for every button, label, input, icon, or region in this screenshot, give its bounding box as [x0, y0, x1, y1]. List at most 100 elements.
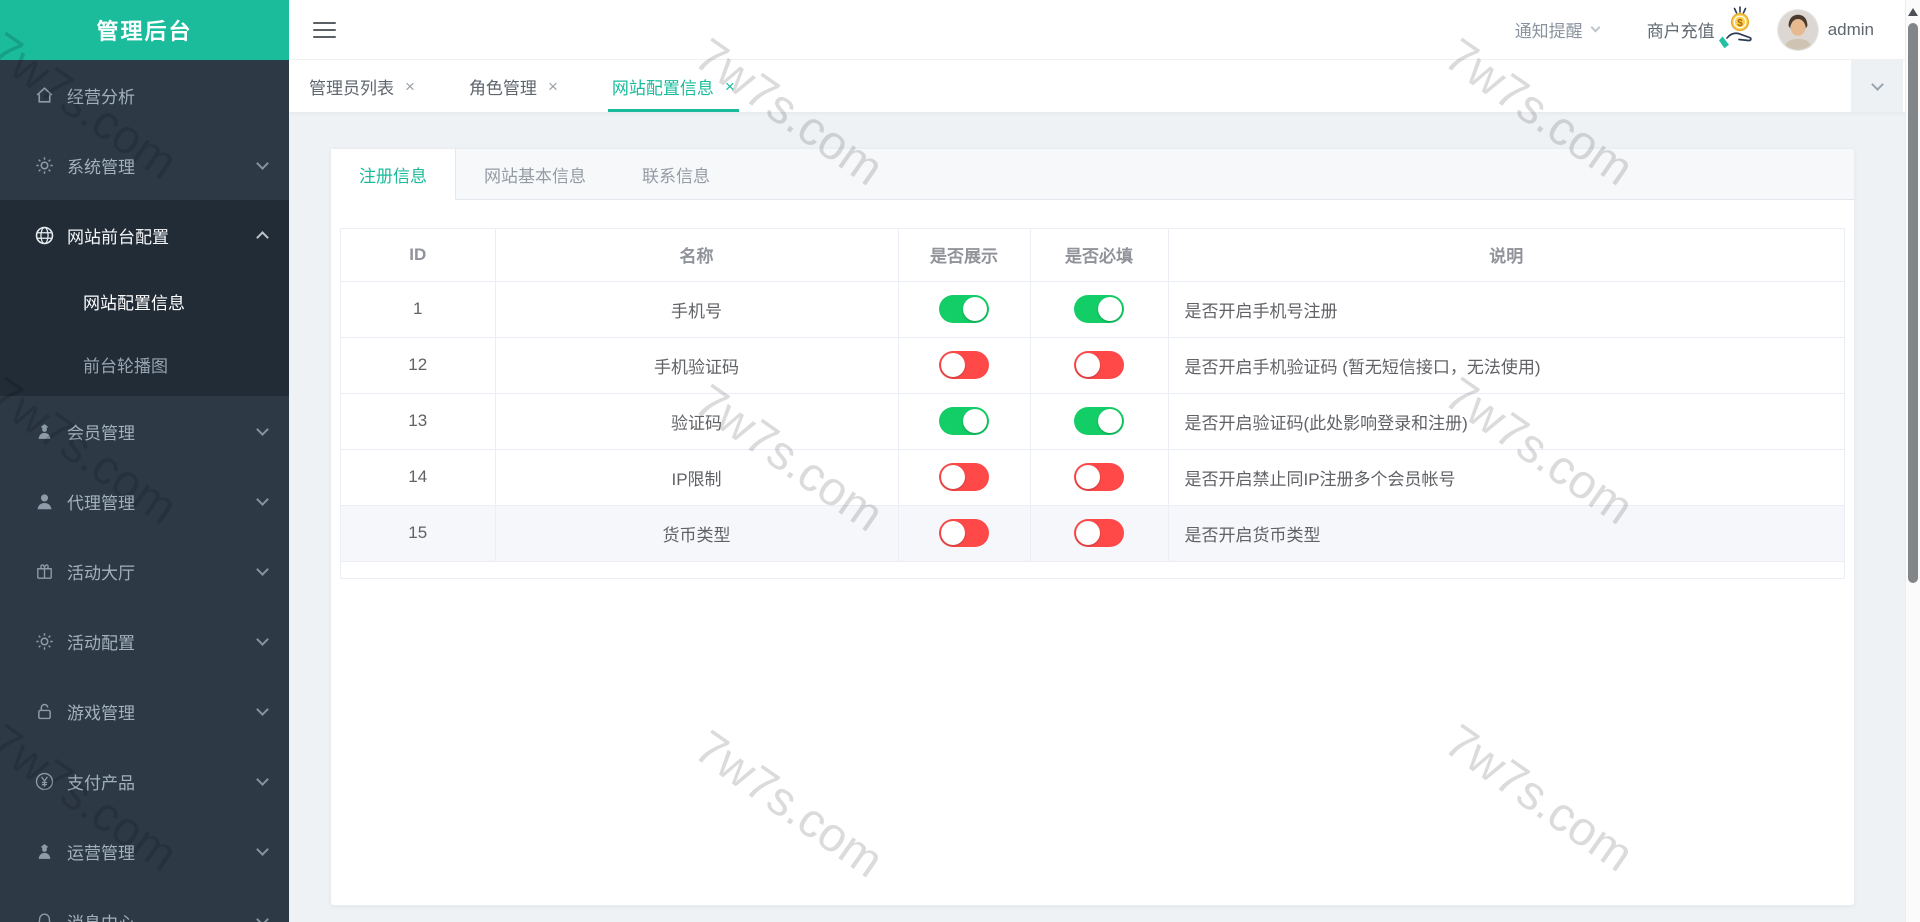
config-table-wrapper: ID 名称 是否展示 是否必填 说明 1 手机号 是否开启手机号注册 [340, 228, 1845, 579]
sidebar-item-site-frontend-config[interactable]: 网站前台配置 [0, 200, 289, 270]
close-icon[interactable]: × [724, 76, 735, 96]
required-toggle[interactable] [1074, 351, 1124, 379]
coin-hand-icon[interactable]: $ [1718, 5, 1765, 54]
table-bottom-filler [341, 562, 1844, 578]
chevron-down-icon [256, 422, 269, 436]
notice-label: 通知提醒 [1514, 22, 1583, 41]
sidebar: 管理后台 经营分析 系统管理 网站前台配置 网站配置信息 [0, 0, 289, 922]
cell-id: 15 [341, 505, 496, 562]
table-row: 1 手机号 是否开启手机号注册 [341, 281, 1844, 338]
chevron-down-icon [256, 632, 269, 646]
notice-dropdown[interactable]: 通知提醒 [1514, 17, 1601, 42]
sidebar-item-label: 消息中心 [67, 909, 258, 922]
column-header-name: 名称 [495, 229, 899, 282]
tab-site-config-info[interactable]: 网站配置信息 × [608, 60, 739, 112]
cell-name: 手机验证码 [495, 337, 899, 394]
card-tab-label: 联系信息 [642, 167, 710, 186]
chevron-down-icon [256, 772, 269, 786]
sidebar-item-game-management[interactable]: 游戏管理 [0, 676, 289, 746]
sidebar-subitem-frontend-carousel[interactable]: 前台轮播图 [0, 333, 289, 396]
merchant-recharge-button[interactable]: 商户充值 [1646, 22, 1715, 41]
scrollbar-thumb[interactable] [1908, 23, 1918, 583]
app-logo-title: 管理后台 [0, 0, 289, 60]
chevron-down-icon [1590, 22, 1601, 33]
sidebar-item-label: 会员管理 [67, 423, 135, 443]
sidebar-item-label: 运营管理 [67, 843, 135, 863]
show-toggle[interactable] [939, 407, 989, 435]
cell-id: 1 [341, 281, 496, 338]
close-icon[interactable]: × [547, 76, 558, 96]
column-header-id: ID [341, 229, 496, 282]
sidebar-item-label: 代理管理 [67, 493, 135, 513]
card-tab-label: 网站基本信息 [484, 167, 586, 186]
close-icon[interactable]: × [405, 76, 415, 96]
cell-description: 是否开启手机号注册 [1168, 281, 1844, 338]
sidebar-item-agent-management[interactable]: 代理管理 [0, 466, 289, 536]
chevron-down-icon [1870, 77, 1884, 91]
table-row: 12 手机验证码 是否开启手机验证码 (暂无短信接口，无法使用) [341, 337, 1844, 394]
sidebar-item-member-management[interactable]: 会员管理 [0, 396, 289, 466]
sidebar-subitem-site-config-info[interactable]: 网站配置信息 [0, 270, 289, 333]
sidebar-subitem-label: 网站配置信息 [83, 294, 185, 313]
sidebar-item-activity-hall[interactable]: 活动大厅 [0, 536, 289, 606]
required-toggle[interactable] [1074, 295, 1124, 323]
avatar[interactable] [1776, 8, 1819, 51]
cell-id: 13 [341, 393, 496, 450]
table-row: 15 货币类型 是否开启货币类型 [341, 505, 1844, 562]
show-toggle[interactable] [939, 351, 989, 379]
header-right-group: 通知提醒 商户充值 $ [1515, 5, 1874, 54]
gift-icon [33, 560, 55, 582]
user-hat-icon [33, 420, 55, 442]
tab-label: 网站配置信息 [611, 78, 714, 98]
tab-role-management[interactable]: 角色管理 × [465, 60, 562, 112]
show-toggle[interactable] [939, 519, 989, 547]
card-tab-label: 注册信息 [359, 166, 427, 186]
column-header-description: 说明 [1168, 229, 1844, 282]
tab-overflow-button[interactable] [1851, 60, 1903, 112]
cell-name: IP限制 [495, 449, 899, 506]
card-tab-contact-info[interactable]: 联系信息 [614, 149, 738, 200]
tab-admin-list[interactable]: 管理员列表 × [305, 60, 419, 112]
user-icon [33, 490, 55, 512]
chevron-down-icon [256, 842, 269, 856]
sidebar-item-label: 支付产品 [67, 773, 135, 793]
gear-icon [33, 630, 55, 652]
sidebar-item-payment-products[interactable]: 支付产品 [0, 746, 289, 816]
cell-id: 14 [341, 449, 496, 506]
show-toggle[interactable] [939, 463, 989, 491]
chevron-down-icon [256, 492, 269, 506]
tab-label: 角色管理 [468, 78, 537, 98]
sidebar-subitem-label: 前台轮播图 [83, 357, 168, 376]
username-label[interactable]: admin [1827, 19, 1874, 39]
sidebar-item-label: 网站前台配置 [67, 227, 169, 247]
sidebar-item-business-analysis[interactable]: 经营分析 [0, 60, 289, 130]
user-hat-icon [33, 840, 55, 862]
cell-name: 货币类型 [495, 505, 899, 562]
required-toggle[interactable] [1074, 519, 1124, 547]
required-toggle[interactable] [1074, 463, 1124, 491]
gear-icon [33, 154, 55, 176]
cell-name: 验证码 [495, 393, 899, 450]
svg-text:$: $ [1737, 18, 1743, 29]
cell-description: 是否开启货币类型 [1168, 505, 1844, 562]
show-toggle[interactable] [939, 295, 989, 323]
cell-name: 手机号 [495, 281, 899, 338]
sidebar-item-label: 活动配置 [67, 633, 135, 653]
required-toggle[interactable] [1074, 407, 1124, 435]
card-tab-site-basic-info[interactable]: 网站基本信息 [456, 149, 614, 200]
sidebar-item-message-center[interactable]: 消息中心 [0, 886, 289, 922]
cell-description: 是否开启验证码(此处影响登录和注册) [1168, 393, 1844, 450]
sidebar-item-system-management[interactable]: 系统管理 [0, 130, 289, 200]
card-tab-register-info[interactable]: 注册信息 [331, 149, 456, 200]
table-header-row: ID 名称 是否展示 是否必填 说明 [341, 229, 1844, 282]
hamburger-menu-icon[interactable] [313, 21, 336, 39]
sidebar-item-label: 活动大厅 [67, 563, 135, 583]
sidebar-item-operation-management[interactable]: 运营管理 [0, 816, 289, 886]
sidebar-item-activity-config[interactable]: 活动配置 [0, 606, 289, 676]
chevron-down-icon [256, 912, 269, 922]
globe-icon [33, 224, 55, 246]
card-tab-pane: ID 名称 是否展示 是否必填 说明 1 手机号 是否开启手机号注册 [331, 200, 1854, 579]
cell-description: 是否开启禁止同IP注册多个会员帐号 [1168, 449, 1844, 506]
scrollbar-up-arrow[interactable] [1908, 8, 1918, 16]
sidebar-item-label: 系统管理 [67, 157, 135, 177]
